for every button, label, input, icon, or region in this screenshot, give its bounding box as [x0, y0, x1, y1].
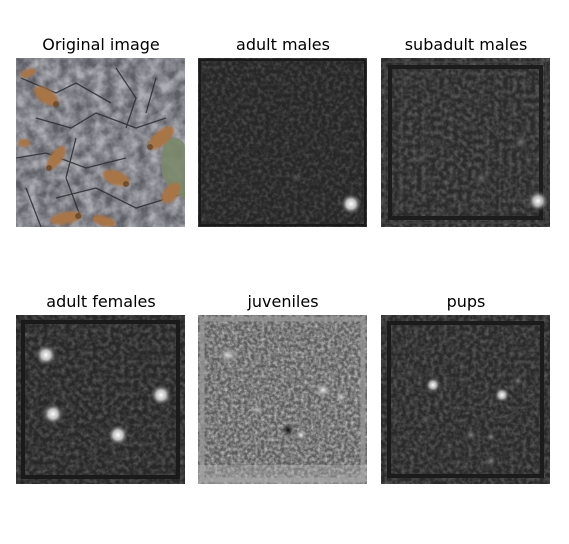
- panel-title: pups: [446, 292, 486, 311]
- heatmap-adult-males: [198, 58, 367, 227]
- heatmap-pups: [381, 315, 550, 484]
- panel-title: adult males: [236, 35, 330, 54]
- panel-title: adult females: [46, 292, 156, 311]
- original-photo: [16, 58, 185, 227]
- heatmap-subadult-males: [381, 58, 550, 227]
- panel-title: subadult males: [404, 35, 528, 54]
- heatmap-juveniles: [198, 315, 367, 484]
- panel-title: Original image: [42, 35, 160, 54]
- heatmap-adult-females: [16, 315, 185, 484]
- panel-title: juveniles: [247, 292, 319, 311]
